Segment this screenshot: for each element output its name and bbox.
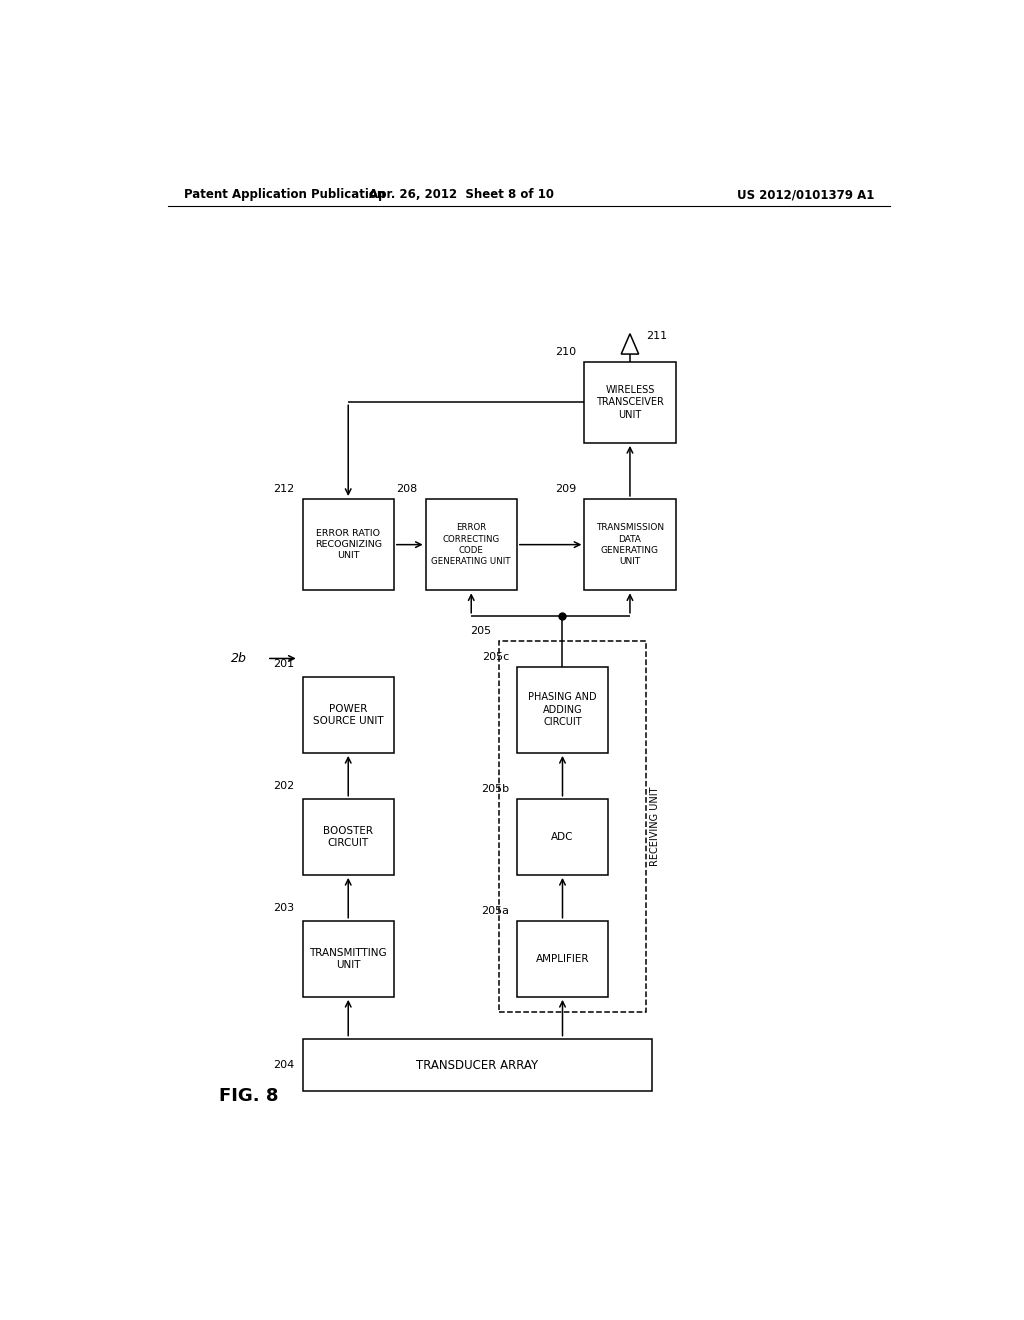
Text: TRANSDUCER ARRAY: TRANSDUCER ARRAY (416, 1059, 539, 1072)
Text: 202: 202 (273, 780, 295, 791)
Text: 205: 205 (470, 626, 492, 636)
Text: POWER
SOURCE UNIT: POWER SOURCE UNIT (313, 704, 384, 726)
Text: 204: 204 (273, 1060, 295, 1071)
FancyBboxPatch shape (517, 667, 608, 752)
Text: 212: 212 (273, 484, 295, 494)
FancyBboxPatch shape (303, 1039, 652, 1092)
Text: 205a: 205a (481, 906, 509, 916)
FancyBboxPatch shape (303, 499, 394, 590)
FancyBboxPatch shape (303, 799, 394, 875)
FancyBboxPatch shape (303, 921, 394, 997)
Text: WIRELESS
TRANSCEIVER
UNIT: WIRELESS TRANSCEIVER UNIT (596, 385, 664, 420)
Text: Patent Application Publication: Patent Application Publication (183, 189, 385, 202)
Text: FIG. 8: FIG. 8 (219, 1086, 279, 1105)
Text: ERROR RATIO
RECOGNIZING
UNIT: ERROR RATIO RECOGNIZING UNIT (314, 529, 382, 560)
Text: 203: 203 (273, 903, 295, 912)
Text: 2b: 2b (231, 652, 247, 665)
Text: RECEIVING UNIT: RECEIVING UNIT (650, 787, 660, 866)
Text: AMPLIFIER: AMPLIFIER (536, 954, 589, 964)
Text: 211: 211 (646, 331, 668, 342)
Text: ERROR
CORRECTING
CODE
GENERATING UNIT: ERROR CORRECTING CODE GENERATING UNIT (431, 524, 511, 566)
FancyBboxPatch shape (585, 499, 676, 590)
FancyBboxPatch shape (426, 499, 517, 590)
Text: Apr. 26, 2012  Sheet 8 of 10: Apr. 26, 2012 Sheet 8 of 10 (369, 189, 554, 202)
Text: 209: 209 (555, 484, 577, 494)
Text: 201: 201 (273, 659, 295, 669)
Text: 205c: 205c (481, 652, 509, 661)
Text: ADC: ADC (551, 832, 573, 842)
Text: PHASING AND
ADDING
CIRCUIT: PHASING AND ADDING CIRCUIT (528, 693, 597, 727)
Text: 210: 210 (555, 347, 577, 356)
FancyBboxPatch shape (517, 921, 608, 997)
FancyBboxPatch shape (303, 677, 394, 752)
FancyBboxPatch shape (517, 799, 608, 875)
Text: US 2012/0101379 A1: US 2012/0101379 A1 (736, 189, 873, 202)
Text: TRANSMISSION
DATA
GENERATING
UNIT: TRANSMISSION DATA GENERATING UNIT (596, 524, 664, 566)
Text: 208: 208 (396, 484, 418, 494)
FancyBboxPatch shape (500, 642, 646, 1012)
Text: TRANSMITTING
UNIT: TRANSMITTING UNIT (309, 948, 387, 970)
Text: BOOSTER
CIRCUIT: BOOSTER CIRCUIT (324, 825, 373, 847)
FancyBboxPatch shape (585, 362, 676, 444)
Text: 205b: 205b (481, 784, 509, 793)
